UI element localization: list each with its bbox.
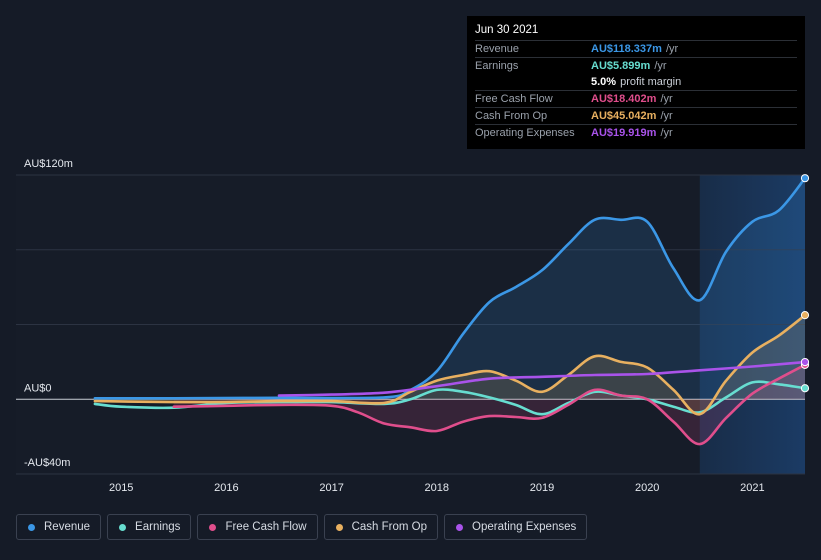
legend-item-operating-expenses[interactable]: Operating Expenses	[444, 514, 588, 540]
legend-item-free-cash-flow[interactable]: Free Cash Flow	[197, 514, 318, 540]
series-lines	[93, 176, 807, 446]
legend-dot-icon	[119, 523, 127, 531]
x-tick-label: 2019	[530, 482, 554, 494]
tooltip-row-revenue: Revenue AU$118.337m/yr	[475, 40, 797, 57]
tooltip-row-value: AU$45.042m	[591, 110, 657, 122]
tooltip-row-unit: /yr	[660, 127, 673, 139]
tooltip-row-earnings: Earnings AU$5.899m/yr	[475, 57, 797, 74]
cash-from-op-end-point	[800, 311, 810, 320]
tooltip-row-label: Earnings	[475, 60, 519, 72]
tooltip-row-value: AU$5.899m	[591, 60, 651, 72]
tooltip-row-unit: /yr	[665, 43, 679, 55]
legend-label: Operating Expenses	[472, 521, 577, 533]
tooltip-row-cash-from-op: Cash From Op AU$45.042m/yr	[475, 107, 797, 124]
series-fills	[94, 178, 806, 445]
legend-item-revenue[interactable]: Revenue	[16, 514, 102, 540]
x-tick-label: 2015	[109, 482, 133, 494]
x-tick-label: 2017	[319, 482, 343, 494]
y-axis-ticks: AU$120m AU$0 -AU$40m	[24, 158, 73, 469]
x-tick-label: 2020	[635, 482, 659, 494]
tooltip-row-label: Operating Expenses	[475, 127, 575, 139]
legend-dot-icon	[28, 523, 35, 531]
legend-dot-icon	[209, 523, 217, 531]
tooltip-row-label: Free Cash Flow	[475, 93, 553, 105]
x-tick-label: 2018	[425, 482, 449, 494]
legend-dot-icon	[456, 523, 464, 531]
tooltip-row-value: AU$118.337m	[591, 43, 662, 55]
y-tick-label: AU$120m	[24, 158, 73, 170]
tooltip-row-value: AU$18.402m	[591, 93, 657, 105]
tooltip-rows: Revenue AU$118.337m/yr Earnings AU$5.899m/y…	[475, 40, 797, 141]
revenue-area	[94, 178, 805, 400]
legend-label: Earnings	[135, 521, 181, 533]
cash-from-op-line	[93, 313, 807, 416]
tooltip-row-unit: profit margin	[620, 76, 682, 88]
free-cash-flow-area	[173, 364, 806, 445]
legend-item-cash-from-op[interactable]: Cash From Op	[323, 514, 439, 540]
free-cash-flow-line	[172, 363, 807, 446]
tooltip-row-free-cash-flow: Free Cash Flow AU$18.402m/yr	[475, 90, 797, 107]
series-end-dots	[800, 174, 810, 393]
y-tick-label: AU$0	[24, 382, 52, 394]
x-tick-label: 2016	[214, 482, 238, 494]
operating-expenses-end-point	[800, 357, 810, 367]
legend-label: Free Cash Flow	[225, 521, 307, 533]
tooltip-row-label: Cash From Op	[475, 110, 548, 122]
tooltip-row-unit: /yr	[660, 110, 673, 122]
legend: Revenue Earnings Free Cash Flow Cash From O…	[16, 514, 588, 542]
operating-expenses-line	[277, 360, 807, 397]
tooltip-panel: Jun 30 2021 Revenue AU$118.337m/yr Earning…	[467, 16, 805, 149]
revenue-end-point	[800, 174, 810, 183]
tooltip-row-unit: /yr	[654, 60, 667, 72]
tooltip-row-operating-expenses: Operating Expenses AU$19.919m/yr	[475, 124, 797, 141]
legend-item-earnings[interactable]: Earnings	[107, 514, 192, 540]
x-tick-label: 2021	[740, 482, 764, 494]
tooltip-row-unit: /yr	[660, 93, 673, 105]
x-axis-ticks: 2015 2016 2017 2018 2019 2020 2021	[109, 482, 765, 494]
legend-dot-icon	[335, 523, 343, 531]
tooltip-row-label	[475, 74, 591, 90]
cash-from-op-area	[94, 315, 805, 415]
revenue-line	[93, 176, 807, 400]
earnings-end-point	[800, 384, 810, 393]
tooltip-date: Jun 30 2021	[475, 24, 539, 36]
tooltip-row-label: Revenue	[475, 43, 520, 55]
legend-label: Revenue	[44, 521, 91, 533]
tooltip-row-value: AU$19.919m	[591, 127, 657, 139]
tooltip-row-value: 5.0%	[591, 76, 617, 88]
y-tick-label: -AU$40m	[24, 457, 70, 469]
legend-label: Cash From Op	[351, 521, 428, 533]
tooltip-row-profit-margin: 5.0% profit margin	[475, 74, 797, 90]
